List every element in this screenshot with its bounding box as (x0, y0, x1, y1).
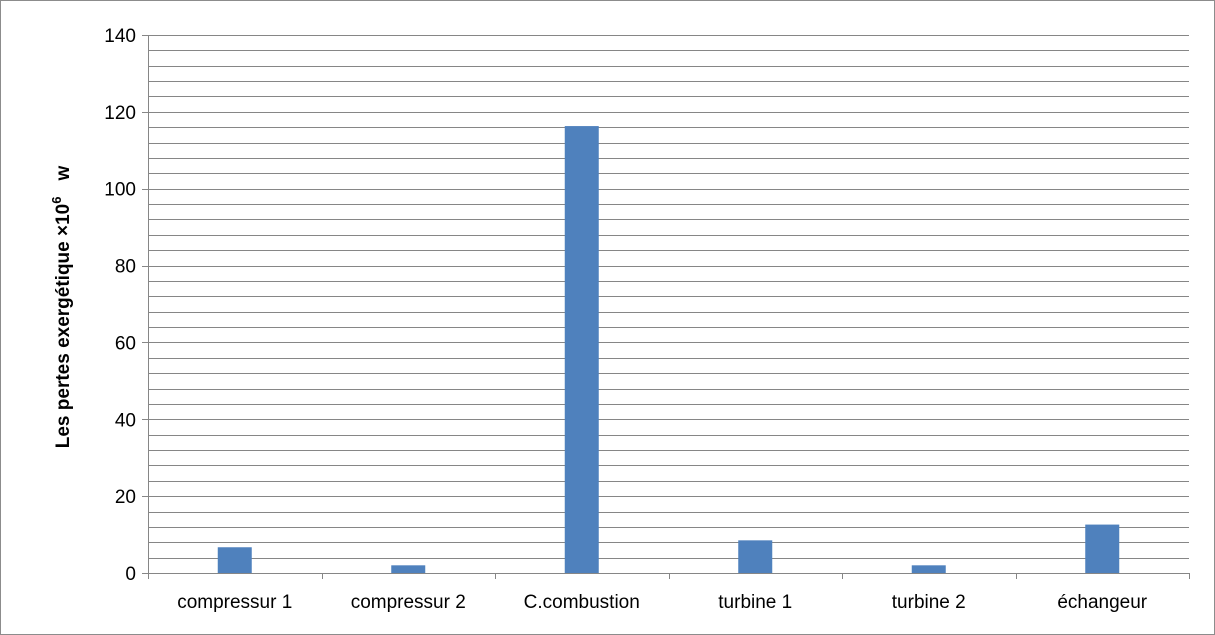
bar (1085, 524, 1120, 573)
bars (217, 126, 1120, 573)
bar (217, 547, 252, 573)
bar (391, 565, 426, 573)
x-tick-labels: compressur 1 compressur 2 C.combustion turb… (177, 592, 1148, 613)
x-tick-label: C.combustion (524, 592, 640, 613)
y-tick-label: 0 (125, 564, 136, 585)
bar (564, 126, 599, 573)
y-tick-label: 20 (115, 487, 136, 508)
axes (142, 35, 1190, 579)
x-tick-label: turbine 1 (718, 592, 792, 613)
y-axis-label-main: Les pertes exergétique ×10 (53, 204, 74, 449)
x-tick-label: compressur 1 (177, 592, 292, 613)
y-tick-label: 40 (115, 410, 136, 431)
y-tick-label: 60 (115, 333, 136, 354)
y-axis-label: Les pertes exergétique ×106 w (49, 166, 74, 449)
y-axis-label-exponent: 6 (49, 197, 64, 204)
y-tick-label: 140 (104, 26, 136, 47)
y-axis-label-unit: w (53, 166, 74, 182)
x-tick-label: compressur 2 (351, 592, 466, 613)
bar (738, 540, 773, 573)
y-tick-label: 120 (104, 103, 136, 124)
y-tick-labels: 0 20 40 60 80 100 120 140 (104, 26, 136, 585)
x-tick-label: échangeur (1057, 592, 1147, 613)
x-tick-label: turbine 2 (892, 592, 966, 613)
bar (911, 565, 946, 573)
y-tick-label: 100 (104, 180, 136, 201)
grid-lines (148, 35, 1189, 559)
y-tick-label: 80 (115, 257, 136, 278)
